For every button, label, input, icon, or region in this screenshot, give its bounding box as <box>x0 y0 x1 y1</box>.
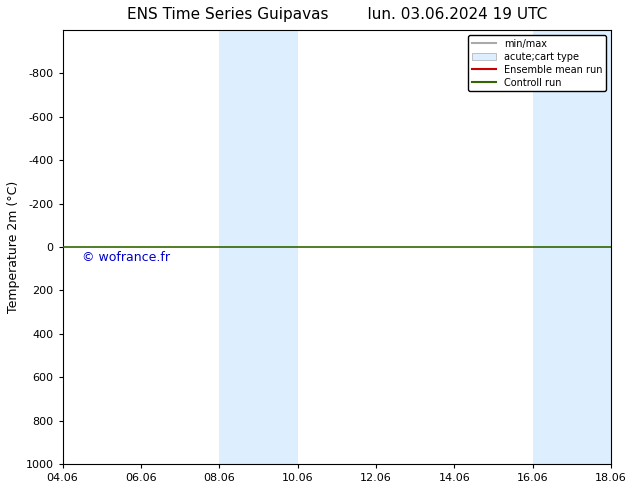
Y-axis label: Temperature 2m (°C): Temperature 2m (°C) <box>7 181 20 313</box>
Bar <box>219 30 298 464</box>
Legend: min/max, acute;cart type, Ensemble mean run, Controll run: min/max, acute;cart type, Ensemble mean … <box>468 35 606 92</box>
Bar <box>533 30 611 464</box>
Title: ENS Time Series Guipavas        lun. 03.06.2024 19 UTC: ENS Time Series Guipavas lun. 03.06.2024… <box>127 7 547 22</box>
Text: © wofrance.fr: © wofrance.fr <box>82 251 170 265</box>
